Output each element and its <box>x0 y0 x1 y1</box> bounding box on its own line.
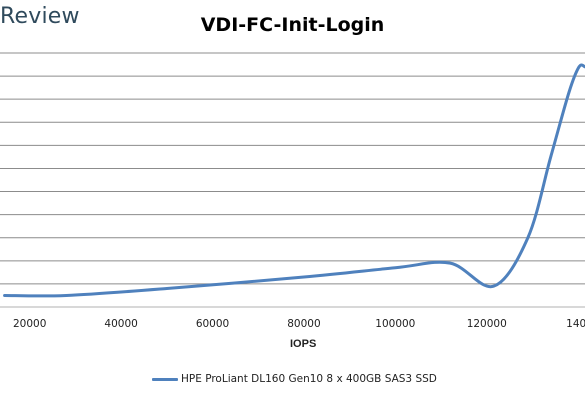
legend-swatch <box>152 377 178 381</box>
x-tick-label: 140 <box>566 318 585 330</box>
x-tick-label: 60000 <box>196 318 229 330</box>
chart-title-text: VDI-FC-Init-Login <box>200 14 385 36</box>
brand-watermark: Review <box>0 4 80 29</box>
x-tick-label: 80000 <box>287 318 320 330</box>
chart-title: VDI-FC-Init-Login <box>0 14 585 36</box>
legend: HPE ProLiant DL160 Gen10 8 x 400GB SAS3 … <box>152 373 437 385</box>
x-tick-label: 40000 <box>104 318 137 330</box>
x-tick-label: 20000 <box>13 318 46 330</box>
series-line-hpe-proliant <box>3 63 585 298</box>
x-tick-label: 100000 <box>375 318 415 330</box>
legend-label: HPE ProLiant DL160 Gen10 8 x 400GB SAS3 … <box>181 373 437 385</box>
x-tick-labels: 20000 40000 60000 80000 100000 120000 140 <box>13 318 585 330</box>
x-axis-label: IOPS <box>290 338 317 350</box>
gridlines <box>0 52 585 285</box>
x-tick-label: 120000 <box>467 318 507 330</box>
